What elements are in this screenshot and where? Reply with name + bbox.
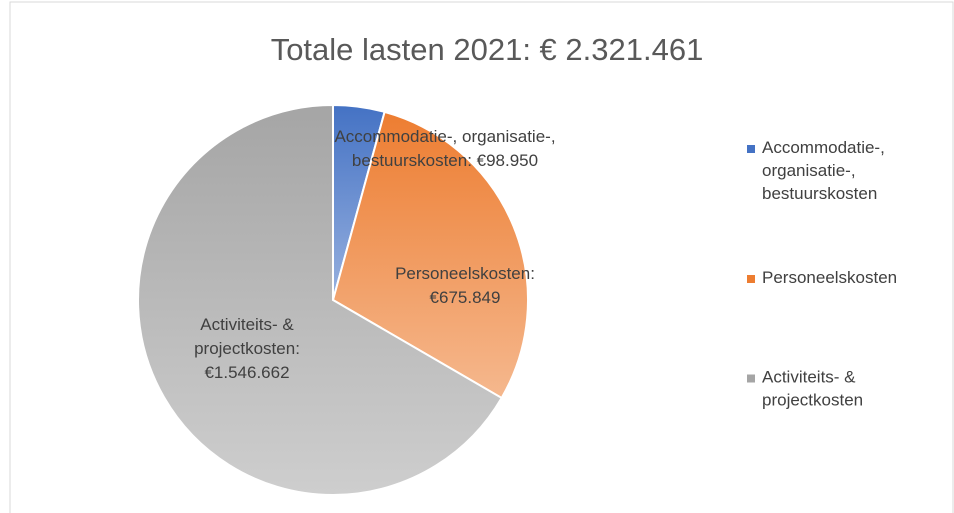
- legend-marker: [747, 275, 755, 283]
- legend-marker: [747, 145, 755, 153]
- pie-slice: [331, 110, 529, 400]
- legend-label: Personeelskosten: [762, 268, 897, 287]
- data-label: Activiteits- & projectkosten: €1.546.662: [194, 315, 300, 382]
- legend-label: Accommodatie-, organisatie-, bestuurskoste…: [762, 138, 885, 203]
- legend-marker: [747, 374, 755, 383]
- data-label: Personeelskosten: €675.849: [395, 264, 535, 307]
- pie-slice: [137, 103, 503, 496]
- data-label: Accommodatie-, organisatie-, bestuurskost…: [334, 127, 555, 170]
- chart-title: Totale lasten 2021: € 2.321.461: [271, 32, 704, 67]
- legend-label: Activiteits- & projectkosten: [762, 368, 863, 410]
